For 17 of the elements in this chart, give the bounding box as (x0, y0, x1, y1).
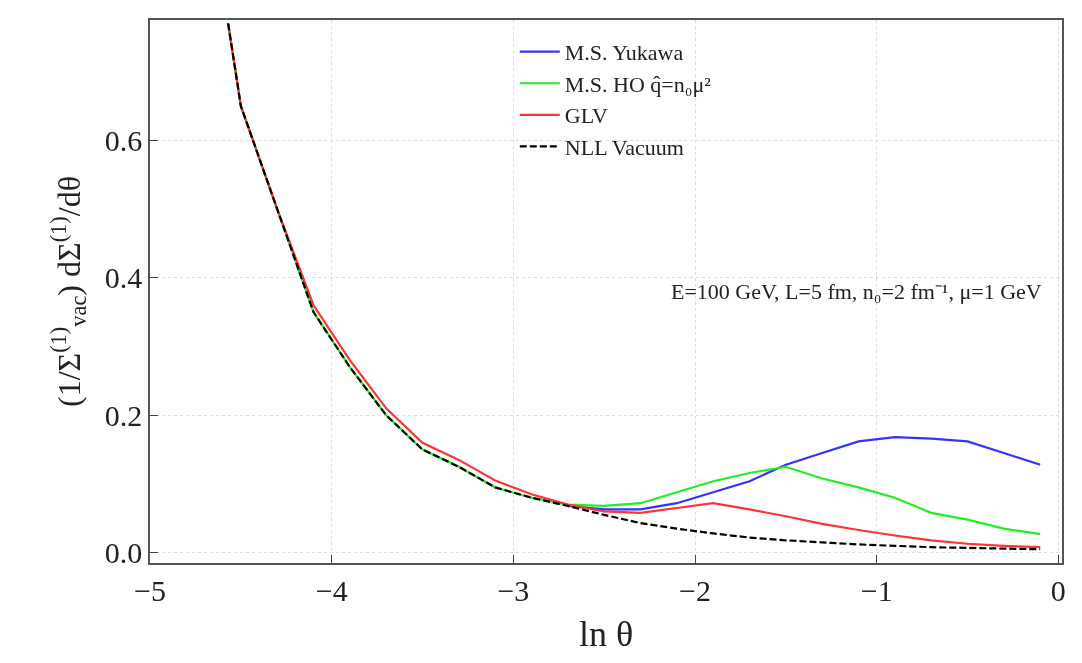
legend-label: GLV (564, 103, 609, 129)
x-tick-label: −2 (679, 573, 711, 607)
x-axis-title: ln θ (578, 613, 634, 654)
x-tick-label: −5 (134, 573, 166, 607)
x-tick-label: 0 (1050, 573, 1066, 607)
y-tick-label: 0.0 (104, 536, 143, 570)
legend-label: NLL Vacuum (564, 135, 684, 161)
legend-label: M.S. HO q̂=n₀μ² (564, 71, 712, 97)
annotation: E=100 GeV, L=5 fm, n₀=2 fm⁻¹, μ=1 GeV (671, 279, 1042, 304)
x-tick-label: −4 (315, 573, 348, 607)
x-tick-label: −3 (497, 573, 530, 607)
x-tick-label: −1 (860, 573, 893, 607)
legend-label: M.S. Yukawa (564, 40, 684, 66)
y-tick-label: 0.6 (104, 123, 143, 157)
y-tick-label: 0.4 (104, 261, 143, 295)
y-tick-label: 0.2 (104, 398, 143, 432)
line-series (566, 436, 1042, 511)
